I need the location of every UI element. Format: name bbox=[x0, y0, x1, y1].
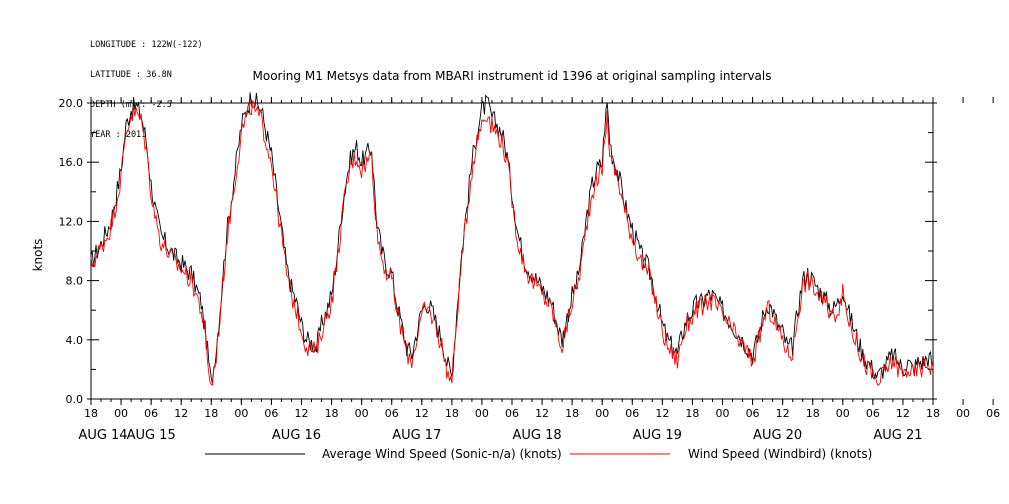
x-tick-label: 00 bbox=[956, 407, 970, 420]
x-tick-label: 12 bbox=[535, 407, 549, 420]
chart-title: Mooring M1 Metsys data from MBARI instru… bbox=[253, 69, 772, 83]
x-date-label: AUG 20 bbox=[753, 428, 802, 443]
x-tick-label: 06 bbox=[866, 407, 880, 420]
x-tick-label: 18 bbox=[325, 407, 339, 420]
x-date-label: AUG 14 bbox=[78, 428, 127, 443]
x-tick-label: 06 bbox=[144, 407, 158, 420]
x-tick-label: 12 bbox=[655, 407, 669, 420]
legend-label-windbird: Wind Speed (Windbird) (knots) bbox=[688, 447, 872, 461]
x-tick-label: 00 bbox=[595, 407, 609, 420]
x-date-label: AUG 16 bbox=[272, 428, 321, 443]
x-date-label: AUG 15 bbox=[127, 428, 176, 443]
x-tick-label: 12 bbox=[776, 407, 790, 420]
x-tick-label: 06 bbox=[746, 407, 760, 420]
metadata-block: LONGITUDE : 122W(-122) LATITUDE : 36.8N … bbox=[90, 20, 203, 150]
x-tick-label: 12 bbox=[415, 407, 429, 420]
y-tick-label: 16.0 bbox=[59, 156, 84, 169]
y-tick-label: 8.0 bbox=[66, 275, 84, 288]
series-line-windbird-wind-speed bbox=[90, 100, 934, 387]
x-tick-label: 00 bbox=[355, 407, 369, 420]
longitude-text: LONGITUDE : 122W(-122) bbox=[90, 40, 203, 50]
y-tick-label: 12.0 bbox=[59, 215, 84, 228]
x-tick-label: 12 bbox=[295, 407, 309, 420]
y-axis-label: knots bbox=[31, 239, 45, 272]
depth-text: DEPTH (m) : -2.5 bbox=[90, 100, 172, 110]
x-tick-label: 00 bbox=[114, 407, 128, 420]
x-tick-label: 18 bbox=[685, 407, 699, 420]
y-tick-label: 20.0 bbox=[59, 97, 84, 110]
x-tick-label: 00 bbox=[475, 407, 489, 420]
x-tick-label: 12 bbox=[174, 407, 188, 420]
x-tick-label: 18 bbox=[445, 407, 459, 420]
x-date-label: AUG 19 bbox=[633, 428, 682, 443]
series-layer bbox=[90, 92, 934, 387]
legend-label-average: Average Wind Speed (Sonic-n/a) (knots) bbox=[322, 447, 562, 461]
x-tick-label: 18 bbox=[565, 407, 579, 420]
x-tick-label: 00 bbox=[836, 407, 850, 420]
year-text: YEAR : 2011 bbox=[90, 130, 147, 140]
y-tick-label: 0.0 bbox=[66, 393, 84, 406]
x-tick-label: 18 bbox=[806, 407, 820, 420]
x-tick-label: 18 bbox=[926, 407, 940, 420]
x-tick-label: 12 bbox=[896, 407, 910, 420]
x-date-label: AUG 18 bbox=[512, 428, 561, 443]
legend: Average Wind Speed (Sonic-n/a) (knots) Wi… bbox=[205, 447, 872, 461]
x-tick-label: 18 bbox=[84, 407, 98, 420]
x-date-label: AUG 17 bbox=[392, 428, 441, 443]
latitude-text: LATITUDE : 36.8N bbox=[90, 70, 172, 80]
x-tick-label: 06 bbox=[986, 407, 1000, 420]
x-tick-label: 06 bbox=[385, 407, 399, 420]
x-tick-label: 00 bbox=[234, 407, 248, 420]
x-tick-label: 18 bbox=[204, 407, 218, 420]
x-tick-label: 06 bbox=[505, 407, 519, 420]
axes: 18 00 06 12 18 00 06 12 18 00 06 12 18 00 06 12 18 00 06 12… bbox=[59, 97, 1000, 443]
x-tick-label: 06 bbox=[625, 407, 639, 420]
x-tick-label: 00 bbox=[716, 407, 730, 420]
y-tick-label: 4.0 bbox=[66, 334, 84, 347]
x-date-label: AUG 21 bbox=[873, 428, 922, 443]
plot-frame bbox=[90, 102, 934, 400]
x-tick-label: 06 bbox=[264, 407, 278, 420]
